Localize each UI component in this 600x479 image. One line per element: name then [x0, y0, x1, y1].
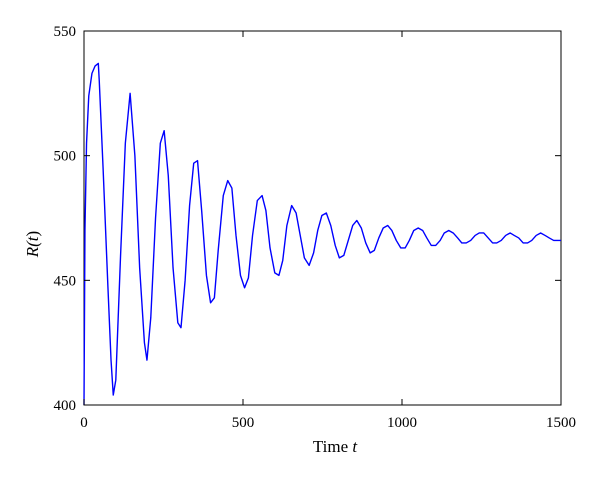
x-tick-label: 1500	[546, 415, 576, 431]
series-line	[83, 62, 561, 406]
y-axis-label-prefix: R(	[23, 240, 42, 258]
x-tick-label: 0	[80, 415, 88, 431]
series-layer	[83, 62, 561, 406]
ticks-layer: 0 500 1000 1500 400 450 500 550	[54, 24, 577, 431]
x-axis-label: Time t	[313, 437, 359, 456]
y-axis-label-suffix: )	[23, 231, 42, 237]
y-tick-label: 400	[54, 398, 77, 414]
x-tick-label: 500	[232, 415, 255, 431]
y-tick-label: 450	[54, 273, 77, 289]
y-tick-label: 500	[54, 149, 77, 165]
x-tick-label: 1000	[387, 415, 417, 431]
x-axis-label-text: Time	[313, 437, 348, 456]
y-axis-label-var: t	[23, 235, 42, 241]
plot-area	[83, 30, 562, 406]
x-axis-label-var: t	[352, 437, 358, 456]
y-tick-label: 550	[54, 24, 77, 40]
plot-frame	[83, 30, 562, 406]
y-axis-label: R(t)	[23, 231, 42, 258]
